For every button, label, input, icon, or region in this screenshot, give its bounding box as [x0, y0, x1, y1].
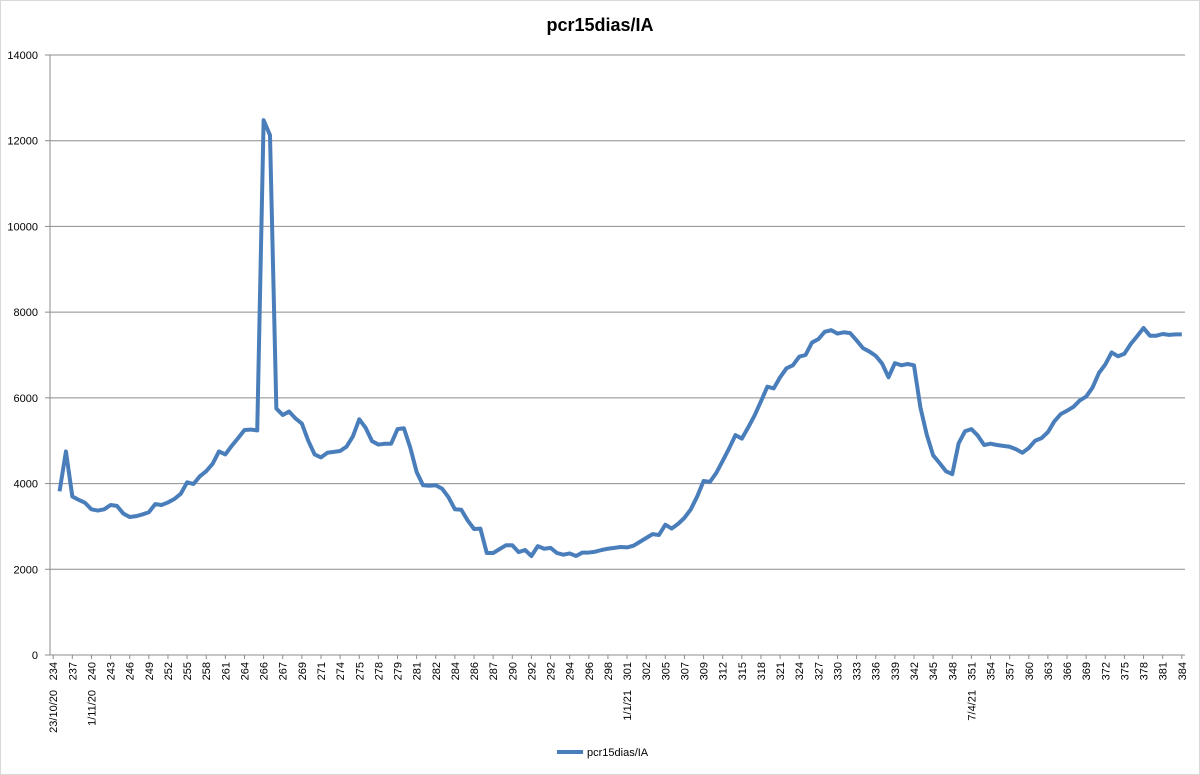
x-tick-label: 384 — [1177, 662, 1189, 680]
legend-label: pcr15dias/IA — [587, 747, 649, 759]
x-date-label: 7/4/21 — [966, 690, 978, 721]
x-tick-label: 309 — [699, 662, 711, 680]
x-tick-label: 315 — [737, 662, 749, 680]
y-tick-label: 10000 — [7, 221, 38, 233]
x-tick-label: 255 — [182, 662, 194, 680]
x-tick-label: 243 — [106, 662, 118, 680]
x-tick-label: 284 — [450, 662, 462, 680]
x-tick-label: 264 — [239, 662, 251, 680]
x-tick-label: 261 — [220, 662, 232, 680]
y-tick-label: 4000 — [14, 479, 38, 491]
x-tick-label: 267 — [278, 662, 290, 680]
x-tick-label: 294 — [565, 662, 577, 680]
x-tick-label: 366 — [1062, 662, 1074, 680]
x-tick-label: 279 — [393, 662, 405, 680]
x-tick-label: 286 — [469, 662, 481, 680]
x-tick-label: 281 — [412, 662, 424, 680]
x-date-label: 23/10/20 — [48, 690, 60, 733]
data-line — [57, 118, 1182, 558]
y-tick-label: 2000 — [14, 564, 38, 576]
x-tick-label: 318 — [756, 662, 768, 680]
x-tick-label: 357 — [1005, 662, 1017, 680]
x-tick-label: 290 — [507, 662, 519, 680]
x-tick-label: 378 — [1139, 662, 1151, 680]
x-tick-label: 312 — [718, 662, 730, 680]
x-tick-label: 351 — [966, 662, 978, 680]
x-tick-label: 360 — [1024, 662, 1036, 680]
chart-title: pcr15dias/IA — [546, 15, 653, 35]
x-tick-label: 302 — [641, 662, 653, 680]
x-tick-label: 296 — [584, 662, 596, 680]
y-tick-label: 14000 — [7, 50, 38, 62]
x-date-label: 1/1/21 — [622, 690, 634, 721]
x-tick-label: 305 — [660, 662, 672, 680]
x-tick-label: 282 — [431, 662, 443, 680]
x-tick-label: 339 — [890, 662, 902, 680]
x-tick-label: 372 — [1100, 662, 1112, 680]
x-tick-label: 237 — [67, 662, 79, 680]
y-tick-label: 12000 — [7, 136, 38, 148]
x-tick-label: 307 — [679, 662, 691, 680]
x-tick-label: 275 — [354, 662, 366, 680]
x-tick-label: 246 — [125, 662, 137, 680]
x-tick-label: 327 — [813, 662, 825, 680]
x-tick-label: 252 — [163, 662, 175, 680]
x-tick-label: 321 — [775, 662, 787, 680]
x-tick-label: 345 — [928, 662, 940, 680]
x-tick-label: 348 — [947, 662, 959, 680]
y-tick-label: 0 — [32, 650, 38, 662]
x-tick-label: 249 — [144, 662, 156, 680]
x-tick-label: 274 — [335, 662, 347, 680]
x-tick-label: 324 — [794, 662, 806, 680]
x-tick-label: 278 — [373, 662, 385, 680]
x-tick-label: 342 — [909, 662, 921, 680]
x-tick-label: 258 — [201, 662, 213, 680]
x-date-label: 1/11/20 — [86, 690, 98, 726]
x-tick-label: 266 — [259, 662, 271, 680]
x-tick-label: 354 — [986, 662, 998, 680]
x-tick-label: 292 — [546, 662, 558, 680]
x-tick-label: 269 — [297, 662, 309, 680]
y-tick-label: 6000 — [14, 393, 38, 405]
x-tick-label: 333 — [852, 662, 864, 680]
x-tick-label: 369 — [1081, 662, 1093, 680]
y-tick-label: 8000 — [14, 307, 38, 319]
x-tick-label: 287 — [488, 662, 500, 680]
x-tick-label: 271 — [316, 662, 328, 680]
x-tick-label: 336 — [871, 662, 883, 680]
x-tick-label: 240 — [86, 662, 98, 680]
x-tick-label: 301 — [622, 662, 634, 680]
x-tick-label: 381 — [1158, 662, 1170, 680]
x-tick-label: 330 — [832, 662, 844, 680]
x-tick-label: 234 — [48, 662, 60, 680]
x-tick-label: 375 — [1119, 662, 1131, 680]
x-tick-label: 298 — [603, 662, 615, 680]
x-tick-label: 292 — [526, 662, 538, 680]
x-tick-label: 363 — [1043, 662, 1055, 680]
